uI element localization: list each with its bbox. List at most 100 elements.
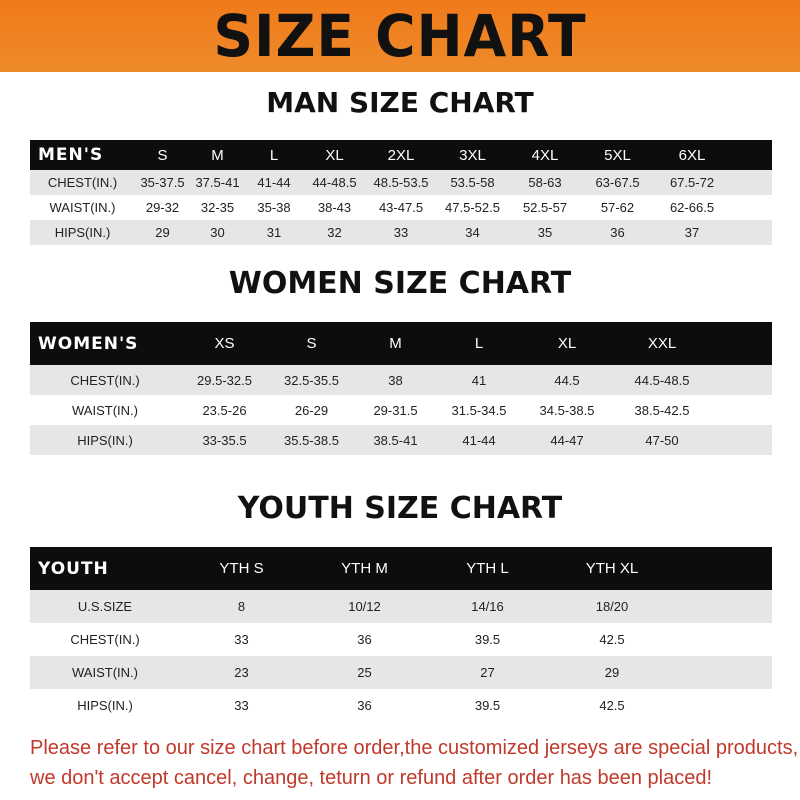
table-cell: 35-37.5	[140, 175, 185, 190]
table-cell: 14/16	[471, 599, 504, 614]
table-cell: 31	[266, 225, 282, 240]
table-corner-label: WOMEN'S	[38, 333, 139, 354]
table-cell: 2XL	[387, 146, 415, 164]
table-cell: XS	[214, 335, 235, 352]
banner-title: SIZE CHART	[213, 2, 587, 70]
table-row: WAIST(IN.) 23 25 27 29	[30, 656, 772, 689]
table-cell: 29.5-32.5	[197, 372, 252, 388]
table-cell: 37	[684, 225, 700, 240]
table-cell: 42.5	[599, 698, 625, 713]
disclaimer-line-2: we don't accept cancel, change, teturn o…	[30, 767, 713, 789]
table-header-row: WOMEN'S XS S M L XL XXL	[30, 322, 772, 365]
row-label: CHEST(IN.)	[70, 372, 140, 388]
table-cell: 63-67.5	[595, 175, 640, 190]
table-cell: 8	[237, 599, 246, 614]
table-cell: 18/20	[595, 599, 629, 614]
youth-chart-title: YOUTH SIZE CHART	[237, 491, 563, 526]
table-corner-label: YOUTH	[38, 558, 109, 579]
table-cell: YTH M	[341, 560, 388, 577]
row-label: HIPS(IN.)	[77, 432, 133, 448]
table-cell: 33	[234, 632, 249, 647]
table-header-row: YOUTH YTH S YTH M YTH L YTH XL	[30, 547, 772, 590]
table-row: HIPS(IN.) 33 36 39.5 42.5	[30, 689, 772, 722]
table-cell: 58-63	[528, 175, 562, 190]
table-cell: 25	[357, 665, 372, 680]
table-cell: 39.5	[474, 698, 501, 713]
banner: SIZE CHART	[0, 0, 800, 72]
table-cell: 41	[471, 372, 487, 388]
table-cell: S	[306, 335, 317, 352]
table-corner-label: MEN'S	[38, 145, 104, 165]
table-cell: 33-35.5	[202, 432, 247, 448]
table-cell: 31.5-34.5	[451, 402, 507, 418]
row-label: HIPS(IN.)	[54, 225, 111, 240]
table-row: U.S.SIZE 8 10/12 14/16 18/20	[30, 590, 772, 623]
table-cell: 29	[155, 225, 170, 240]
table-cell: S	[157, 146, 168, 164]
table-cell: 3XL	[459, 146, 486, 164]
row-label: HIPS(IN.)	[77, 698, 133, 713]
table-cell: XL	[325, 146, 344, 164]
table-row: WAIST(IN.) 29-32 32-35 35-38 38-43 43-47.5 47.…	[30, 195, 772, 220]
table-cell: 44.5-48.5	[634, 372, 690, 388]
table-cell: 23	[234, 665, 249, 680]
table-cell: 36	[610, 225, 625, 240]
table-cell: 10/12	[348, 599, 381, 614]
table-cell: XL	[557, 335, 577, 352]
table-row: WAIST(IN.) 23.5-26 26-29 29-31.5 31.5-34.5 34…	[30, 395, 772, 425]
table-cell: 57-62	[600, 200, 635, 215]
row-label: WAIST(IN.)	[72, 665, 138, 680]
table-cell: 27	[480, 665, 495, 680]
table-header-row: MEN'S S M L XL 2XL 3XL 4XL 5XL 6XL	[30, 140, 772, 170]
table-row: CHEST(IN.) 29.5-32.5 32.5-35.5 38 41 44.5 44.5…	[30, 365, 772, 395]
table-cell: YTH S	[219, 560, 264, 577]
table-cell: 35.5-38.5	[284, 432, 339, 448]
row-label: WAIST(IN.)	[72, 402, 138, 418]
table-row: CHEST(IN.) 35-37.5 37.5-41 41-44 44-48.5 48.5…	[30, 170, 772, 195]
row-label: U.S.SIZE	[77, 599, 133, 614]
table-cell: 41-44	[462, 432, 496, 448]
table-cell: 42.5	[599, 632, 625, 647]
table-cell: 26-29	[294, 402, 329, 418]
table-cell: 43-47.5	[378, 200, 424, 215]
table-cell: 37.5-41	[195, 175, 240, 190]
table-cell: 38.5-41	[373, 432, 418, 448]
table-cell: 34	[465, 225, 480, 240]
table-cell: 44-47	[550, 432, 584, 448]
table-cell: 32-35	[200, 200, 235, 215]
table-cell: L	[269, 146, 279, 164]
table-cell: M	[211, 146, 224, 164]
table-cell: 33	[393, 225, 409, 240]
table-row: CHEST(IN.) 33 36 39.5 42.5	[30, 623, 772, 656]
table-cell: 32	[327, 225, 342, 240]
table-cell: L	[474, 335, 484, 352]
table-cell: 39.5	[474, 632, 501, 647]
table-cell: 52.5-57	[522, 200, 568, 215]
table-cell: M	[389, 335, 402, 352]
table-row: HIPS(IN.) 29 30 31 32 33 34 35 36 37	[30, 220, 772, 245]
table-cell: 38.5-42.5	[634, 402, 690, 418]
table-cell: YTH L	[466, 560, 509, 577]
table-cell: XXL	[647, 335, 677, 352]
table-cell: 67.5-72	[669, 175, 715, 190]
table-cell: 29-32	[145, 200, 180, 215]
disclaimer: Please refer to our size chart before or…	[30, 733, 800, 793]
women-chart-title: WOMEN SIZE CHART	[228, 266, 572, 301]
table-cell: 23.5-26	[202, 402, 247, 418]
table-cell: 62-66.5	[669, 200, 715, 215]
table-cell: 48.5-53.5	[373, 175, 429, 190]
table-cell: 35	[537, 225, 553, 240]
table-cell: 33	[234, 698, 249, 713]
table-cell: 47-50	[645, 432, 679, 448]
table-cell: 29	[604, 665, 620, 680]
table-cell: 36	[357, 698, 372, 713]
table-cell: 35-38	[257, 200, 291, 215]
disclaimer-line-1: Please refer to our size chart before or…	[30, 737, 799, 759]
table-cell: 38-43	[317, 200, 352, 215]
table-cell: 29-31.5	[373, 402, 418, 418]
row-label: CHEST(IN.)	[70, 632, 140, 647]
men-size-table: MEN'S S M L XL 2XL 3XL 4XL 5XL 6XL CHEST(IN.) 35-37…	[30, 140, 772, 245]
table-cell: 4XL	[531, 146, 559, 164]
row-label: CHEST(IN.)	[47, 175, 118, 190]
table-cell: 41-44	[257, 175, 291, 190]
